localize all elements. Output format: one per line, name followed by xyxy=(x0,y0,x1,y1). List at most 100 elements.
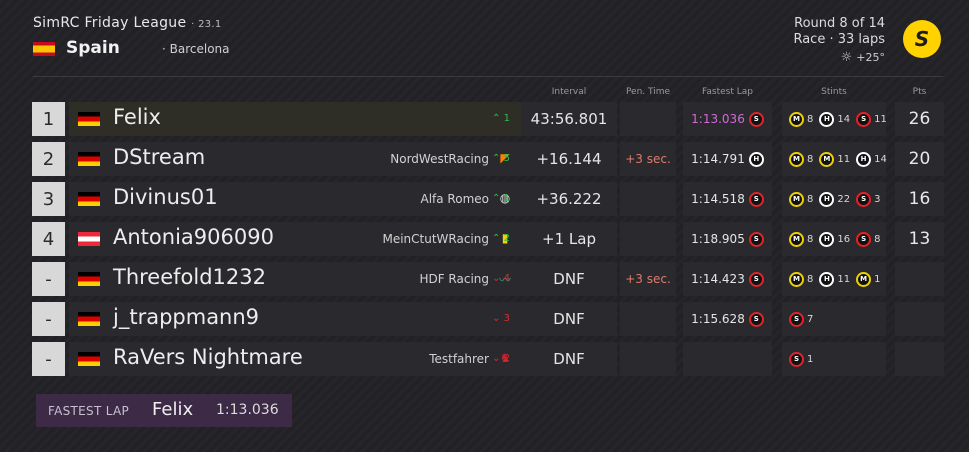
tyre-icon: M xyxy=(789,151,804,167)
fastest-lap: 1:14.791 H xyxy=(683,142,772,176)
fastest-lap-label: FASTEST LAP xyxy=(48,404,130,418)
interval: DNF xyxy=(521,262,617,296)
table-row: 2 DStream NordWestRacing ◤ ⌃ 5 +16.144 +3 sec.… xyxy=(32,142,944,176)
stints: M 8 H 22 S 3 xyxy=(782,182,886,216)
penalty-time xyxy=(620,222,676,256)
spain-flag-icon xyxy=(33,42,55,56)
stint-laps: 8 xyxy=(874,233,881,245)
fastest-lap: 1:14.423 S xyxy=(683,262,772,296)
column-header-pts: Pts xyxy=(912,87,927,97)
driver-cell: Divinus01 Alfa Romeo ◍ xyxy=(69,182,521,216)
points: 26 xyxy=(895,102,944,136)
table-row: - RaVers Nightmare Testfahrer ♞ ⌄ 2 DNF S 1 xyxy=(32,342,944,376)
fastest-lap-driver: Felix xyxy=(152,399,194,420)
stint-laps: 3 xyxy=(874,193,881,205)
league-name: SimRC Friday League xyxy=(33,15,187,31)
column-header-fastest-lap: Fastest Lap xyxy=(702,87,753,97)
country-name: Spain xyxy=(66,38,120,58)
arrow-down-icon: ⌄ xyxy=(492,273,501,284)
driver-cell: Threefold1232 HDF Racing 〰 xyxy=(69,262,521,296)
penalty-time: +3 sec. xyxy=(620,262,676,296)
interval: +36.222 xyxy=(521,182,617,216)
tyre-icon: M xyxy=(789,111,804,127)
league-logo-icon: S xyxy=(903,20,941,58)
penalty-time xyxy=(620,182,676,216)
header: SimRC Friday League · 23.1 Spain · Barce… xyxy=(0,0,969,76)
stint-laps: 8 xyxy=(807,193,814,205)
fastest-lap: 1:13.036 S xyxy=(683,102,772,136)
stint-laps: 14 xyxy=(837,113,851,125)
stint: H 14 xyxy=(816,111,851,127)
tyre-icon: M xyxy=(856,271,872,287)
race-label: Race · 33 laps xyxy=(793,32,885,47)
driver-cell: j_trappmann9 xyxy=(69,302,521,336)
points: 20 xyxy=(895,142,944,176)
tyre-icon: M xyxy=(789,191,804,207)
stint-laps: 8 xyxy=(807,113,814,125)
stint-laps: 11 xyxy=(837,153,851,165)
position: 2 xyxy=(32,142,65,176)
germany-flag-icon xyxy=(78,192,100,206)
ferrari-icon: ▮ xyxy=(501,231,509,245)
weather: ☼ +25° xyxy=(841,50,885,65)
arrow-up-icon: ⌃ xyxy=(492,113,501,124)
tyre-icon: S xyxy=(856,191,872,207)
tyre-icon: H xyxy=(819,191,835,207)
alfa-romeo-icon: ◍ xyxy=(499,191,511,205)
stint-laps: 8 xyxy=(807,273,814,285)
position-change: ⌃ 1 xyxy=(492,113,510,124)
tyre-icon: M xyxy=(819,151,835,167)
position-change: ⌄ 3 xyxy=(492,313,510,324)
penalty-time xyxy=(620,342,676,376)
driver-name: j_trappmann9 xyxy=(113,305,260,329)
team-name: HDF Racing xyxy=(419,272,489,286)
column-header-pen-time: Pen. Time xyxy=(625,87,671,97)
points xyxy=(895,302,944,336)
tyre-icon: S xyxy=(748,191,764,207)
stint: M 11 xyxy=(816,151,851,167)
position: - xyxy=(32,342,65,376)
tyre-icon: S xyxy=(789,311,804,327)
stint-laps: 8 xyxy=(807,233,814,245)
tyre-icon: H xyxy=(819,231,835,247)
aston-martin-icon: 〰 xyxy=(498,273,511,287)
header-divider xyxy=(33,76,943,77)
position-change: ⌃ 5 xyxy=(492,153,510,164)
stints: M 8 H 16 S 8 xyxy=(782,222,886,256)
column-header-interval: Interval xyxy=(551,87,587,97)
tyre-icon: H xyxy=(819,271,835,287)
austria-flag-icon xyxy=(78,232,100,246)
germany-flag-icon xyxy=(78,272,100,286)
stint-laps: 11 xyxy=(837,273,851,285)
team-name: MeinCtutWRacing xyxy=(382,232,489,246)
points: 16 xyxy=(895,182,944,216)
interval: DNF xyxy=(521,302,617,336)
interval: 43:56.801 xyxy=(521,102,617,136)
stint-laps: 11 xyxy=(874,113,887,125)
team-name: NordWestRacing xyxy=(390,152,489,166)
stint-laps: 7 xyxy=(807,313,814,325)
penalty-time: +3 sec. xyxy=(620,142,676,176)
league-title: SimRC Friday League · 23.1 xyxy=(33,15,222,31)
driver-name: RaVers Nightmare xyxy=(113,345,303,369)
position: 4 xyxy=(32,222,65,256)
germany-flag-icon xyxy=(78,352,100,366)
penalty-time xyxy=(620,302,676,336)
city-name: · Barcelona xyxy=(162,42,230,56)
tyre-icon: S xyxy=(856,231,872,247)
position: - xyxy=(32,302,65,336)
points: 13 xyxy=(895,222,944,256)
fastest-lap-time: 1:13.036 xyxy=(216,402,279,418)
arrow-up-icon: ⌃ xyxy=(492,153,501,164)
arrow-up-icon: ⌃ xyxy=(492,233,501,244)
tyre-icon: S xyxy=(748,311,764,327)
penalty-time xyxy=(620,102,676,136)
team-name: Alfa Romeo xyxy=(420,192,490,206)
